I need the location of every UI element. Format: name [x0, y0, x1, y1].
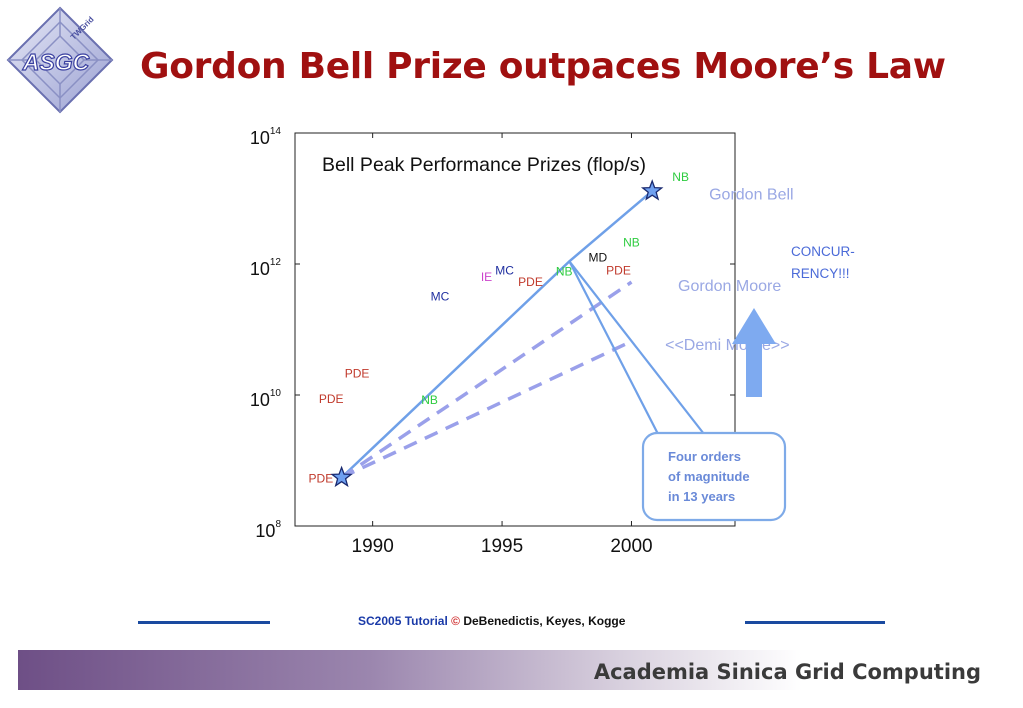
chart: 108 1010 1012 1014 1990 1995 2000 Bell Peak Per… [250, 126, 855, 557]
data-point-label: NB [556, 264, 573, 278]
trend-line-label: Gordon Moore [678, 278, 781, 295]
callout-pointer-line [568, 260, 705, 435]
slide-title: Gordon Bell Prize outpaces Moore’s Law [140, 46, 946, 87]
data-point-label: PDE [309, 472, 334, 486]
concurrency-text: RENCY!!! [791, 266, 850, 281]
y-tick-label: 1014 [250, 126, 282, 148]
callout-text: of magnitude [668, 469, 750, 484]
credit-event: SC2005 Tutorial [358, 614, 448, 628]
data-point-label: MC [431, 290, 450, 304]
callout-box [641, 431, 787, 522]
star-marker [640, 179, 664, 201]
callout-text: in 13 years [668, 489, 735, 504]
y-tick-label: 108 [255, 519, 281, 541]
footer-text: Academia Sinica Grid Computing [593, 660, 981, 684]
data-point-label: NB [421, 393, 438, 407]
credit-text: SC2005 Tutorial © DeBenedictis, Keyes, K… [358, 614, 625, 628]
credit-authors: DeBenedictis, Keyes, Kogge [463, 614, 626, 628]
trend-line-label: Gordon Bell [709, 186, 794, 203]
data-point-label: NB [623, 236, 640, 250]
x-tick-label: 1995 [481, 536, 523, 557]
data-point-label: PDE [518, 275, 543, 289]
data-point-label: IE [481, 270, 492, 284]
x-tick-label: 2000 [610, 536, 652, 557]
concurrency-text: CONCUR- [791, 244, 855, 259]
credit-rule-left [138, 621, 270, 624]
callout-pointer-line [568, 260, 659, 435]
concurrency-arrow [732, 308, 776, 397]
data-point-label: MC [495, 263, 514, 277]
chart-title: Bell Peak Performance Prizes (flop/s) [322, 154, 646, 176]
data-point-label: PDE [345, 367, 370, 381]
y-tick-label: 1010 [250, 388, 282, 410]
trend-line [340, 339, 633, 480]
data-point-label: PDE [319, 392, 344, 406]
asgc-logo: ASGC TWGrid [6, 6, 114, 114]
credit-copyright: © [451, 614, 460, 628]
footer-bar [18, 650, 1023, 690]
data-point-label: NB [672, 170, 689, 184]
credit-rule-right [745, 621, 885, 624]
data-point-label: MD [588, 251, 607, 265]
plot-frame [294, 132, 736, 527]
callout-text: Four orders [668, 449, 741, 464]
star-marker [330, 465, 353, 488]
x-tick-label: 1990 [352, 536, 394, 557]
trend-line [340, 280, 633, 479]
logo-text: ASGC [22, 49, 90, 75]
data-point-label: PDE [606, 263, 631, 277]
y-tick-label: 1012 [250, 257, 282, 279]
